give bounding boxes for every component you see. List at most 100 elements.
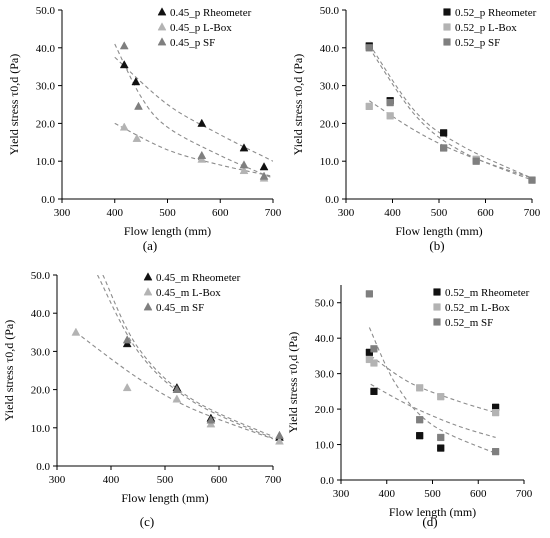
data-point-2-4 (437, 393, 445, 401)
trend-line-3 (102, 275, 273, 438)
legend-marker (443, 38, 451, 46)
y-tick-label: 20.0 (36, 118, 56, 130)
legend-marker (143, 302, 153, 311)
legend-entry: 0.45_p Rheometer (170, 7, 252, 19)
y-tick-label: 10.0 (36, 156, 56, 168)
x-axis-label: Flow length (mm) (124, 224, 211, 238)
trend-line-1 (114, 56, 273, 162)
trend-line-3 (114, 43, 273, 179)
x-tick-label: 600 (470, 488, 487, 500)
legend-marker (157, 7, 167, 16)
trend-line-1 (368, 43, 532, 179)
chart-panel-a: 0.0 10.0 20.0 30.0 40.0 50.0 300 400 500 600 700 Fl… (7, 5, 282, 253)
data-point-2-1 (365, 102, 373, 110)
x-tick-label: 500 (159, 207, 176, 219)
y-tick-label: 50.0 (315, 298, 335, 310)
x-tick-label: 600 (477, 207, 494, 219)
data-point-3-1 (119, 41, 129, 50)
legend-entry: 0.45_p SF (170, 37, 215, 49)
panel-label: (d) (422, 514, 437, 529)
data-point-1-1 (119, 60, 129, 69)
x-tick-label: 300 (49, 474, 66, 486)
y-tick-label: 10.0 (315, 440, 335, 452)
y-tick-label: 30.0 (320, 81, 340, 93)
x-tick-label: 400 (384, 207, 401, 219)
data-point-3-1 (122, 335, 132, 344)
y-tick-label: 50.0 (31, 270, 51, 282)
data-point-2-3 (416, 384, 424, 392)
y-tick-label: 30.0 (31, 346, 51, 358)
x-tick-label: 600 (212, 207, 229, 219)
data-point-1-2 (370, 387, 378, 395)
data-point-2-5 (492, 409, 500, 417)
x-tick-label: 700 (265, 207, 282, 219)
data-point-1-3 (197, 118, 207, 127)
legend-entry: 0.45_m L-Box (156, 287, 221, 299)
legend-marker (433, 318, 441, 326)
data-point-2-3 (172, 394, 182, 403)
trend-line-2 (370, 355, 496, 414)
legend-entry: 0.45_m SF (156, 302, 204, 314)
legend-entry: 0.52_m L-Box (445, 302, 510, 314)
y-tick-label: 50.0 (36, 5, 56, 17)
y-tick-label: 40.0 (36, 43, 56, 55)
chart-panel-d: 0.0 10.0 20.0 30.0 40.0 50.0 300 400 500 600 700 Fl… (286, 285, 533, 529)
y-tick-label: 40.0 (31, 308, 51, 320)
trend-line-2 (114, 122, 273, 177)
x-axis-label: Flow length (mm) (121, 491, 208, 505)
legend-entry: 0.52_p L-Box (455, 22, 517, 34)
legend-marker (143, 287, 153, 296)
data-point-1-2 (131, 77, 141, 86)
data-point-3-3 (416, 416, 424, 424)
trend-line-3 (368, 47, 532, 181)
data-point-3-4 (275, 430, 284, 439)
x-axis-label: Flow length (mm) (395, 224, 482, 238)
data-point-1-5 (259, 162, 269, 171)
data-point-3-2 (134, 101, 143, 110)
x-tick-label: 600 (211, 474, 228, 486)
legend-marker (433, 303, 441, 311)
legend-marker (157, 22, 167, 31)
data-point-3-2 (370, 345, 378, 353)
legend-marker (443, 8, 451, 16)
legend-marker (433, 288, 441, 296)
panel-label: (c) (140, 514, 154, 529)
trend-line-2 (368, 100, 532, 179)
panel-label: (b) (429, 238, 444, 253)
data-point-3-4 (472, 157, 480, 165)
data-point-1-4 (437, 444, 445, 452)
x-tick-label: 400 (103, 474, 120, 486)
y-tick-label: 40.0 (315, 333, 335, 345)
y-tick-label: 40.0 (320, 43, 340, 55)
data-point-1-4 (239, 143, 249, 152)
data-point-2-2 (132, 133, 142, 142)
x-tick-label: 500 (431, 207, 448, 219)
y-tick-label: 30.0 (36, 81, 56, 93)
data-point-2-1 (119, 122, 129, 131)
legend-entry: 0.52_p SF (455, 37, 500, 49)
data-point-3-3 (206, 415, 216, 424)
x-tick-label: 400 (107, 207, 124, 219)
chart-panel-b: 0.0 10.0 20.0 30.0 40.0 50.0 300 400 500 600 700 Fl… (291, 5, 541, 253)
y-axis-label: Yield stress τ0,d (Pa) (2, 320, 16, 421)
legend-marker (143, 272, 153, 281)
x-tick-label: 300 (338, 207, 355, 219)
y-axis-label: Yield stress τ0,d (Pa) (291, 54, 305, 155)
data-point-2-2 (386, 112, 394, 120)
legend-marker (157, 37, 167, 46)
y-tick-label: 20.0 (31, 385, 51, 397)
data-point-3-3 (440, 144, 448, 152)
data-point-3-5 (528, 176, 536, 184)
y-tick-label: 0.0 (41, 194, 55, 206)
x-tick-label: 500 (424, 488, 441, 500)
y-tick-label: 50.0 (320, 5, 340, 17)
y-tick-label: 0.0 (320, 475, 334, 487)
y-tick-label: 20.0 (320, 118, 340, 130)
x-tick-label: 700 (524, 207, 541, 219)
y-tick-label: 0.0 (36, 461, 50, 473)
trend-line-3 (368, 327, 496, 454)
data-point-2-5 (275, 436, 284, 445)
legend-entry: 0.52_p Rheometer (455, 7, 537, 19)
legend-entry: 0.45_m Rheometer (156, 272, 241, 284)
